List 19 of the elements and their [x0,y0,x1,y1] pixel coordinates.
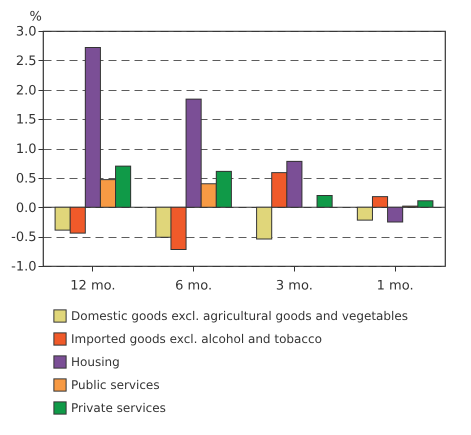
y-tick-label: 0.5 [16,171,36,186]
legend-label: Imported goods excl. alcohol and tobacco [71,332,322,346]
legend-label: Housing [71,355,120,369]
y-tick-label: 2.0 [16,83,36,98]
x-tick-label: 6 mo. [175,278,212,294]
y-tick-label: 2.5 [16,54,36,69]
y-tick-label: 0.0 [16,200,36,216]
x-tick-label: 1 mo. [376,278,414,294]
legend-label: Private services [71,401,166,415]
y-axis-title: % [30,10,42,24]
legend-label: Public services [71,378,160,392]
x-tick-label: 3 mo. [276,278,313,294]
y-tick-label: 1.0 [16,142,36,157]
x-tick-label: 12 mo. [70,278,116,294]
y-tick-label: 3.0 [16,24,36,40]
y-tick-label: 1.5 [16,112,36,128]
legend-label: Domestic goods excl. agricultural goods and vegetables [71,309,408,323]
y-tick-label: -0.5 [11,230,36,246]
y-tick-label: -1.0 [11,260,36,274]
